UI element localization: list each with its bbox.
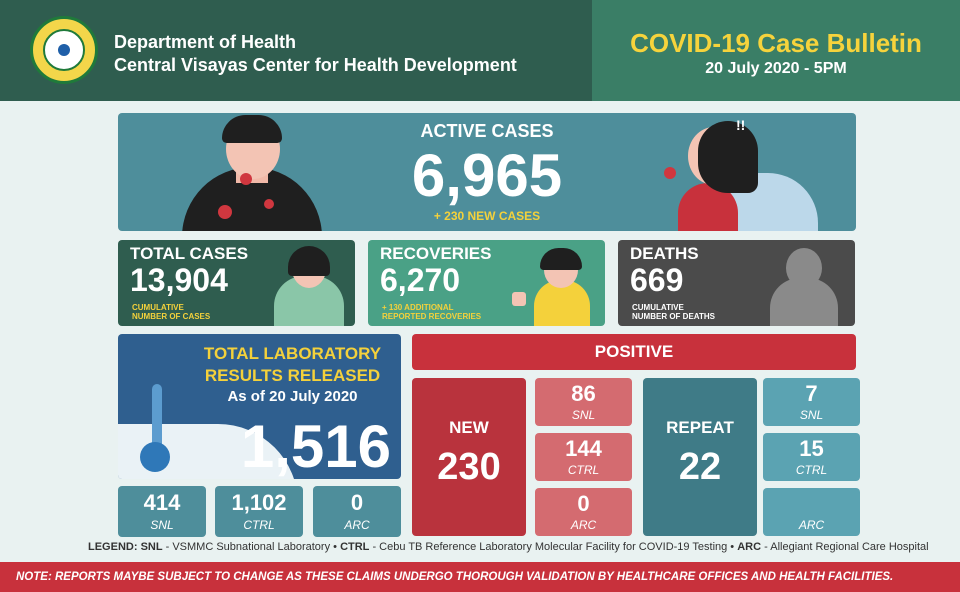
repeat-snl-value: 7 bbox=[805, 381, 818, 406]
lab-ctrl-label: CTRL bbox=[243, 518, 275, 532]
lab-arc-box: 0 ARC bbox=[313, 486, 401, 537]
total-cases-label: TOTAL CASES bbox=[130, 244, 249, 263]
hair-illustration bbox=[540, 248, 582, 270]
lab-title: TOTAL LABORATORY bbox=[203, 344, 382, 363]
active-cases-label: ACTIVE CASES bbox=[420, 121, 554, 141]
lab-results-card: TOTAL LABORATORY RESULTS RELEASED As of … bbox=[118, 334, 401, 479]
alert-icon: !! bbox=[736, 117, 746, 133]
repeat-positive-box: REPEAT 22 bbox=[643, 378, 757, 536]
positive-header: POSITIVE bbox=[412, 334, 856, 370]
virus-icon bbox=[664, 167, 676, 179]
new-snl-box: 86 SNL bbox=[535, 378, 632, 426]
total-cases-value: 13,904 bbox=[130, 262, 228, 298]
header-right: COVID-19 Case Bulletin 20 July 2020 - 5P… bbox=[592, 0, 960, 101]
doh-seal-logo bbox=[30, 16, 98, 84]
active-cases-value: 6,965 bbox=[411, 142, 563, 209]
lab-as-of-date: As of 20 July 2020 bbox=[227, 388, 358, 405]
bulletin-title: COVID-19 Case Bulletin bbox=[630, 28, 922, 58]
new-positive-label: NEW bbox=[449, 418, 489, 437]
new-snl-label: SNL bbox=[571, 408, 596, 422]
virus-icon bbox=[218, 205, 232, 219]
lab-arc-label: ARC bbox=[344, 518, 370, 532]
deaths-card: DEATHS 669 CUMULATIVE NUMBER OF DEATHS bbox=[618, 240, 855, 326]
virus-icon bbox=[264, 199, 274, 209]
recoveries-card: RECOVERIES 6,270 + 130 ADDITIONAL REPORT… bbox=[368, 240, 605, 326]
lab-ctrl-value: 1,102 bbox=[231, 490, 287, 515]
legend-snl-text: - VSMMC Subnational Laboratory • bbox=[162, 541, 341, 553]
org-name: Department of Health bbox=[114, 32, 297, 52]
repeat-arc-label: ARC bbox=[798, 518, 825, 532]
lab-snl-box: 414 SNL bbox=[118, 486, 206, 537]
new-arc-value: 0 bbox=[577, 491, 590, 516]
thumbs-up-icon bbox=[512, 292, 526, 306]
hair-illustration bbox=[288, 246, 330, 276]
new-ctrl-box: 144 CTRL bbox=[535, 433, 632, 481]
note-bar: NOTE: REPORTS MAYBE SUBJECT TO CHANGE AS… bbox=[0, 562, 960, 592]
hair-illustration bbox=[222, 115, 282, 143]
repeat-positive-label: REPEAT bbox=[666, 418, 734, 437]
virus-icon bbox=[140, 442, 170, 472]
active-new-cases: + 230 NEW CASES bbox=[433, 209, 541, 223]
header-left: Department of Health Central Visayas Cen… bbox=[0, 0, 592, 101]
total-cases-card: TOTAL CASES 13,904 CUMULATIVE NUMBER OF … bbox=[118, 240, 355, 326]
legend-ctrl-text: - Cebu TB Reference Laboratory Molecular… bbox=[369, 541, 738, 553]
repeat-ctrl-value: 15 bbox=[799, 436, 824, 461]
repeat-snl-box: 7 SNL bbox=[763, 378, 860, 426]
new-snl-value: 86 bbox=[571, 381, 596, 406]
new-arc-label: ARC bbox=[570, 518, 597, 532]
active-cases-card: ACTIVE CASES 6,965 + 230 NEW CASES !! bbox=[118, 113, 856, 231]
legend-snl-key: SNL bbox=[140, 541, 163, 553]
bulletin-date: 20 July 2020 - 5PM bbox=[705, 60, 847, 77]
deaths-value: 669 bbox=[630, 262, 684, 298]
new-arc-box: 0 ARC bbox=[535, 488, 632, 536]
lab-ctrl-box: 1,102 CTRL bbox=[215, 486, 303, 537]
repeat-snl-label: SNL bbox=[799, 408, 824, 422]
seal-inner bbox=[43, 29, 85, 71]
recoveries-value: 6,270 bbox=[380, 262, 461, 298]
lab-snl-label: SNL bbox=[150, 518, 174, 532]
lab-title: RESULTS RELEASED bbox=[204, 366, 381, 385]
lab-arc-value: 0 bbox=[350, 490, 364, 515]
deaths-sub: CUMULATIVE bbox=[632, 303, 684, 312]
repeat-ctrl-box: 15 CTRL bbox=[763, 433, 860, 481]
deaths-sub: NUMBER OF DEATHS bbox=[632, 312, 715, 321]
deaths-label: DEATHS bbox=[630, 244, 699, 263]
repeat-positive-value: 22 bbox=[678, 446, 722, 488]
virus-icon bbox=[240, 173, 252, 185]
legend-prefix: LEGEND: bbox=[88, 541, 138, 553]
repeat-ctrl-label: CTRL bbox=[795, 463, 828, 477]
recoveries-sub: + 130 ADDITIONAL bbox=[382, 303, 454, 312]
lab-results-value: 1,516 bbox=[240, 413, 391, 479]
total-cases-sub: CUMULATIVE bbox=[132, 303, 184, 312]
repeat-arc-box: ARC bbox=[763, 488, 860, 536]
legend-arc-key: ARC bbox=[737, 541, 762, 553]
org-subname: Central Visayas Center for Health Develo… bbox=[114, 55, 517, 75]
legend: LEGEND: SNL - VSMMC Subnational Laborato… bbox=[88, 541, 929, 553]
recoveries-label: RECOVERIES bbox=[380, 244, 492, 263]
hair-illustration bbox=[698, 121, 758, 193]
head-silhouette-illustration bbox=[786, 248, 822, 288]
lab-snl-value: 414 bbox=[143, 490, 181, 515]
new-ctrl-value: 144 bbox=[565, 436, 602, 461]
total-cases-sub: NUMBER OF CASES bbox=[132, 312, 211, 321]
new-ctrl-label: CTRL bbox=[567, 463, 600, 477]
legend-ctrl-key: CTRL bbox=[340, 541, 370, 553]
seal-center bbox=[58, 44, 70, 56]
legend-arc-text: - Allegiant Regional Care Hospital bbox=[761, 541, 929, 553]
test-tube-icon bbox=[152, 384, 162, 454]
new-positive-box: NEW 230 bbox=[412, 378, 526, 536]
recoveries-sub: REPORTED RECOVERIES bbox=[382, 312, 482, 321]
new-positive-value: 230 bbox=[437, 446, 501, 488]
